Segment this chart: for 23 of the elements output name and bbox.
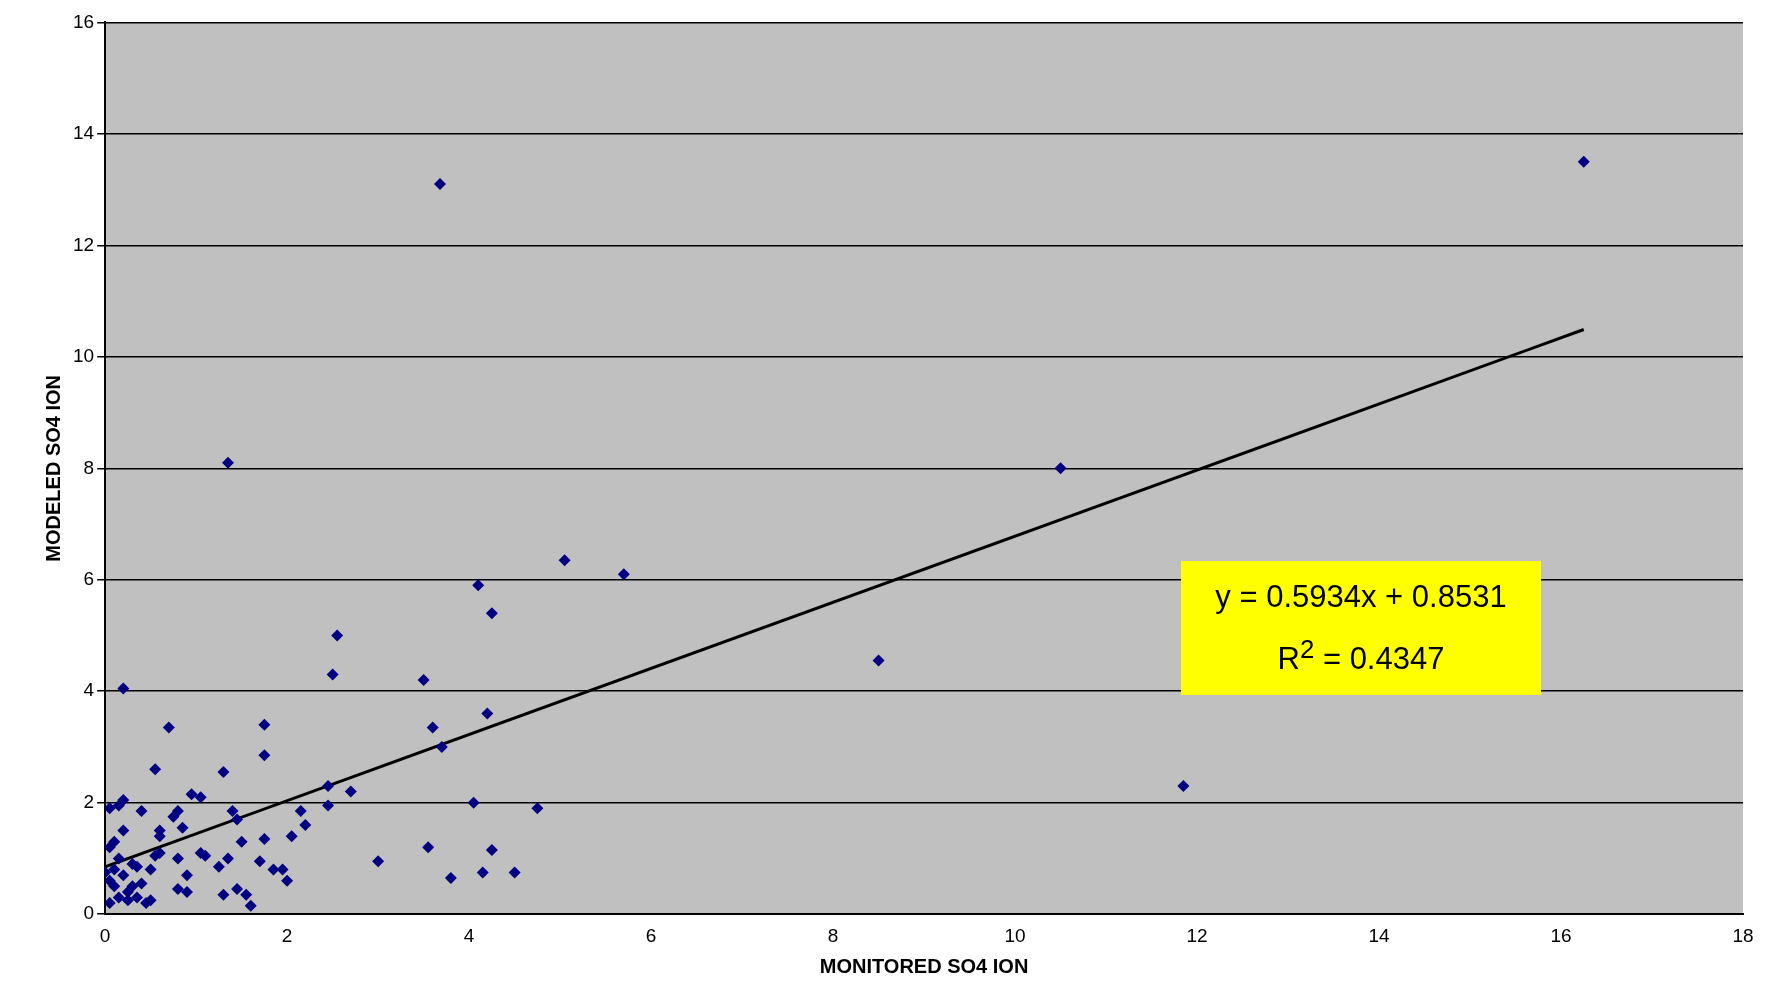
x-tick-label: 16 [1550, 924, 1572, 946]
y-tick-label: 0 [83, 902, 95, 924]
y-tick-label: 2 [83, 790, 95, 812]
y-tick-label: 14 [72, 122, 95, 144]
y-tick-label: 8 [83, 456, 95, 478]
x-tick-label: 4 [463, 924, 475, 946]
x-tick-label: 2 [281, 924, 293, 946]
x-tick-label: 18 [1732, 924, 1754, 946]
annotation: R$^{2}$ = 0.4347 [1276, 634, 1446, 679]
x-tick-label: 8 [827, 924, 839, 946]
x-tick-label: 12 [1186, 924, 1208, 946]
x-tick-label: 0 [99, 924, 111, 946]
x-tick-label: 10 [1004, 924, 1026, 946]
y-axis-title: MODELED SO4 ION [41, 374, 64, 562]
annotation: y = 0.5934x + 0.8531 [1214, 578, 1508, 616]
x-tick-label: 6 [645, 924, 657, 946]
y-tick-label: 4 [83, 679, 95, 701]
x-axis-title: MONITORED SO4 ION [819, 954, 1029, 977]
x-tick-label: 14 [1368, 924, 1391, 946]
y-tick-label: 12 [72, 233, 95, 255]
y-tick-label: 10 [72, 345, 95, 367]
y-tick-label: 16 [72, 10, 95, 32]
y-tick-label: 6 [83, 568, 95, 590]
